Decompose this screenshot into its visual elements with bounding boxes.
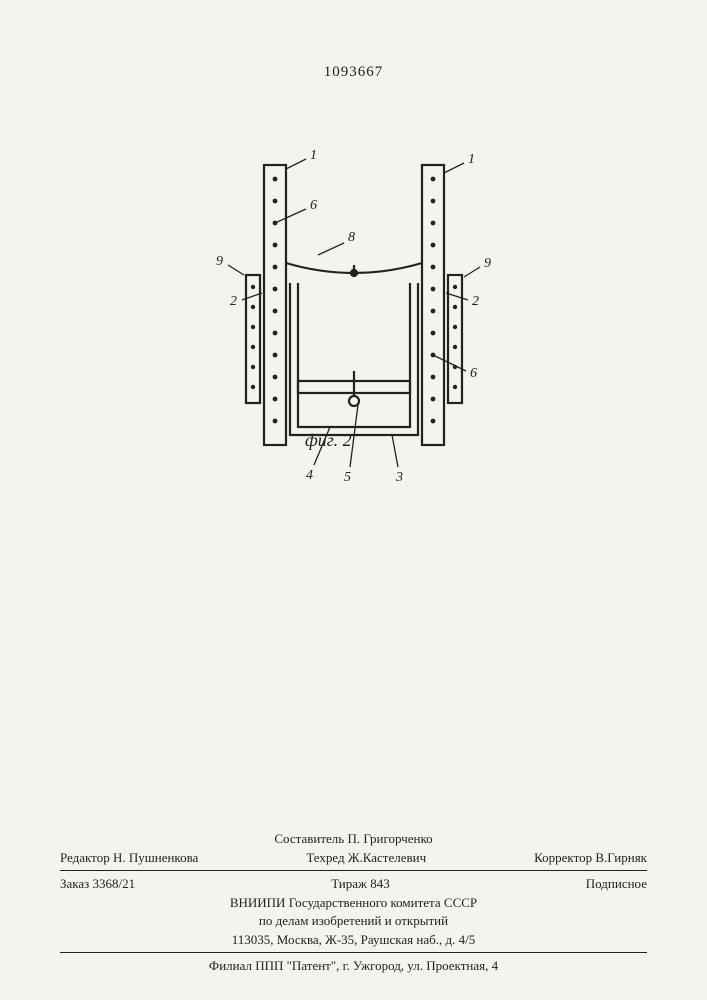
ref-1a: 1: [310, 148, 317, 163]
figure-caption: фиг. 2: [305, 430, 352, 451]
ref-9a: 9: [216, 254, 223, 269]
patent-figure: 1 1 6 6 8 9 9 2 2 4 5 3: [0, 145, 707, 545]
ref-4: 4: [306, 468, 313, 483]
filial: Филиал ППП "Патент", г. Ужгород, ул. Про…: [60, 957, 647, 976]
addr: 113035, Москва, Ж-35, Раушская наб., д. …: [60, 931, 647, 950]
ref-1b: 1: [468, 152, 475, 167]
ref-2a: 2: [230, 294, 237, 309]
ref-6b: 6: [470, 366, 477, 381]
ref-2b: 2: [472, 294, 479, 309]
ref-8: 8: [348, 230, 355, 245]
ref-9b: 9: [484, 256, 491, 271]
divider-2: [60, 952, 647, 953]
tirazh: Тираж 843: [331, 875, 390, 894]
podpis: Подписное: [586, 875, 647, 894]
compiler-line: Составитель П. Григорченко: [60, 830, 647, 849]
ref-5: 5: [344, 470, 351, 485]
ref-6a: 6: [310, 198, 317, 213]
techred: Техред Ж.Кастелевич: [306, 849, 426, 868]
figure-svg: 1 1 6 6 8 9 9 2 2 4 5 3: [134, 145, 574, 505]
org2: по делам изобретений и открытий: [60, 912, 647, 931]
order: Заказ 3368/21: [60, 875, 135, 894]
page-number: 1093667: [0, 64, 707, 81]
org1: ВНИИПИ Государственного комитета СССР: [60, 894, 647, 913]
ref-3: 3: [395, 470, 403, 485]
editor: Редактор Н. Пушненкова: [60, 849, 198, 868]
imprint-block: Составитель П. Григорченко Редактор Н. П…: [60, 830, 647, 976]
divider-1: [60, 870, 647, 871]
corrector: Корректор В.Гирняк: [534, 849, 647, 868]
